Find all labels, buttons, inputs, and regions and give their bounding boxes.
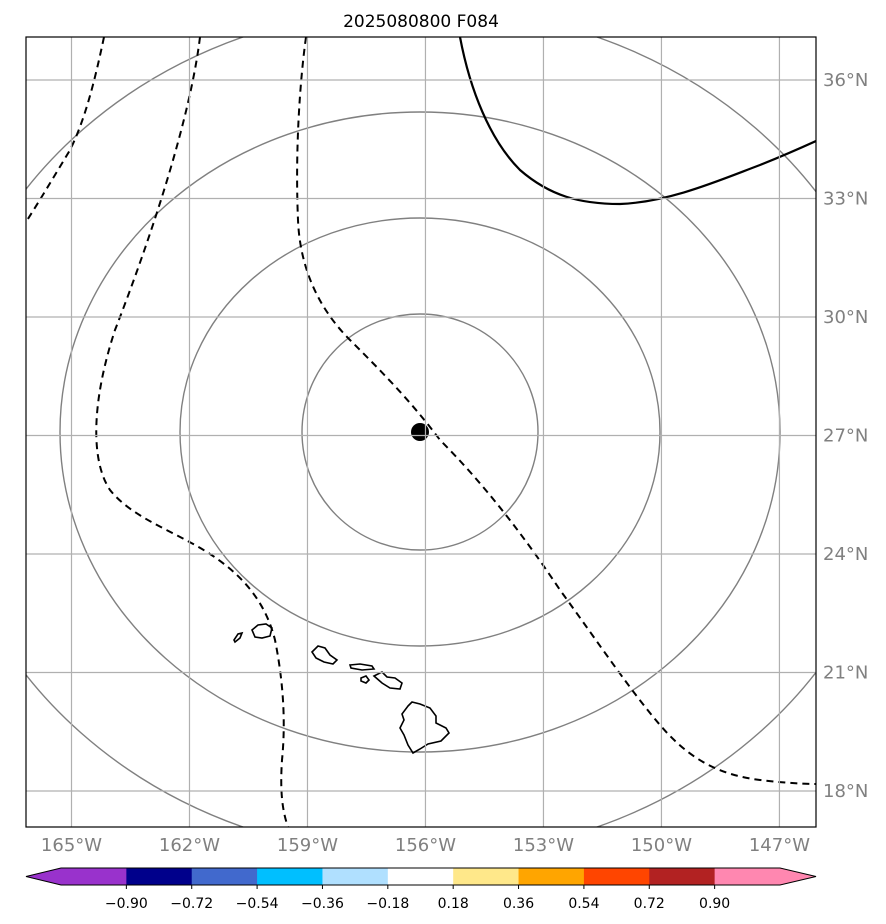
lon-label: 153°W — [513, 835, 574, 856]
center-marker — [411, 423, 429, 441]
hawaii-coastlines — [233, 623, 451, 755]
colorbar-segment — [714, 868, 781, 885]
island-big-island — [399, 701, 451, 755]
colorbar-segment — [453, 868, 520, 885]
lat-label: 18°N — [823, 781, 868, 802]
island-oahu — [310, 645, 339, 665]
colorbar-under-arrow — [26, 868, 61, 885]
colorbar-over-arrow — [780, 868, 816, 885]
lon-label: 150°W — [631, 835, 692, 856]
colorbar-tick-label: −0.72 — [170, 896, 213, 912]
range-ring-2 — [179, 217, 661, 647]
colorbar-segment — [518, 868, 585, 885]
dashed-contours — [26, 37, 816, 827]
range-ring-1 — [301, 313, 539, 551]
colorbar-segment — [649, 868, 716, 885]
lon-label: 162°W — [159, 835, 220, 856]
colorbar-tick-label: 0.18 — [438, 896, 469, 912]
map-plot-area — [26, 37, 816, 827]
lon-label: 159°W — [277, 835, 338, 856]
lat-label: 24°N — [823, 544, 868, 565]
colorbar-tick-label: −0.36 — [301, 896, 344, 912]
colorbar-tick-label: 0.54 — [568, 896, 599, 912]
lat-label: 33°N — [823, 189, 868, 210]
dashed-contour-center — [296, 37, 816, 785]
colorbar-tick-label: −0.90 — [105, 896, 148, 912]
colorbar-tick-label: −0.54 — [236, 896, 279, 912]
dashed-contour-west — [95, 37, 289, 827]
colorbar-outline — [25, 867, 817, 886]
lon-label: 147°W — [749, 835, 810, 856]
colorbar-tick-label: 0.90 — [699, 896, 730, 912]
colorbar: −0.90 −0.72 −0.54 −0.36 −0.18 0.18 0.36 0.54 0.7… — [25, 867, 817, 912]
map-title: 2025080800 F084 — [343, 12, 499, 32]
lat-label: 30°N — [823, 307, 868, 328]
range-rings — [26, 37, 816, 827]
range-ring-4 — [26, 37, 816, 827]
lat-label: 36°N — [823, 70, 868, 91]
colorbar-segment — [322, 868, 389, 885]
island-kauai — [251, 623, 273, 639]
island-maui — [372, 671, 403, 690]
map-frame — [25, 36, 817, 828]
island-niihau — [233, 631, 244, 644]
colorbar-segment — [126, 868, 193, 885]
lat-label: 27°N — [823, 426, 868, 447]
colorbar-tick-label: −0.18 — [366, 896, 409, 912]
colorbar-segment — [61, 868, 127, 885]
lon-label: 165°W — [41, 835, 102, 856]
island-lanai — [360, 675, 371, 684]
latitude-labels: 36°N 33°N 30°N 27°N 24°N 21°N 18°N — [823, 70, 868, 802]
colorbar-tick-label: 0.72 — [634, 896, 665, 912]
island-molokai — [348, 663, 376, 671]
colorbar-segment — [583, 868, 650, 885]
colorbar-tick-label: 0.36 — [503, 896, 534, 912]
colorbar-segment — [387, 868, 454, 885]
solid-contour — [458, 37, 816, 206]
lat-label: 21°N — [823, 663, 868, 684]
dashed-contour-far-west — [26, 37, 105, 223]
colorbar-segment — [257, 868, 323, 885]
colorbar-segment — [191, 868, 258, 885]
gridlines — [26, 37, 816, 827]
lon-label: 156°W — [395, 835, 456, 856]
longitude-labels: 165°W 162°W 159°W 156°W 153°W 150°W 147°W — [41, 835, 810, 856]
